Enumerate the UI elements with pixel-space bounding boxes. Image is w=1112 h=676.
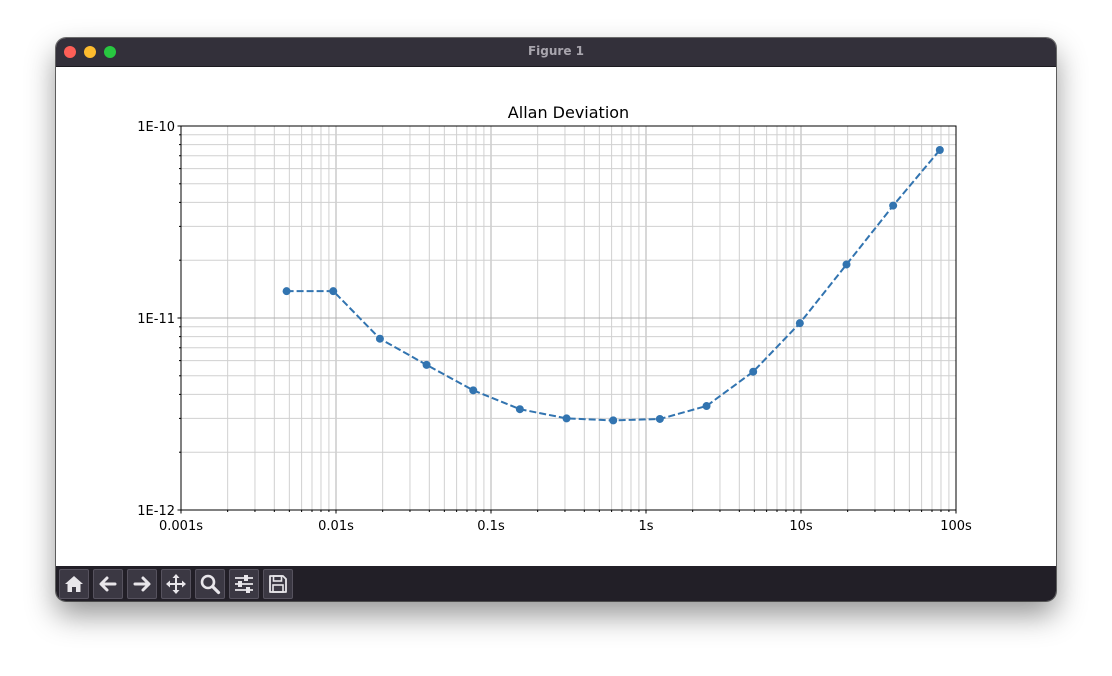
back-button[interactable] [93, 569, 123, 599]
data-point [515, 405, 524, 414]
x-tick-label: 100s [940, 519, 972, 534]
minimize-window-button[interactable] [84, 46, 96, 58]
maximize-window-button[interactable] [104, 46, 116, 58]
series-line [286, 149, 941, 422]
forward-button[interactable] [127, 569, 157, 599]
tick-labels: 0.001s 0.01s 0.1s 1s 10s 100s 1E-12 1E-11 1E-10 [137, 120, 972, 534]
data-point [609, 416, 618, 425]
home-button[interactable] [59, 569, 89, 599]
title-bar: Figure 1 [56, 38, 1056, 67]
data-point [282, 287, 291, 296]
data-point [935, 145, 944, 154]
zoom-icon [200, 574, 221, 595]
y-tick-label: 1E-10 [137, 120, 175, 135]
data-point [422, 360, 431, 369]
data-point [889, 201, 898, 210]
x-tick-label: 10s [789, 519, 813, 534]
forward-icon [133, 576, 151, 592]
x-tick-label: 0.01s [318, 519, 354, 534]
configure-subplots-button[interactable] [229, 569, 259, 599]
home-icon [65, 576, 83, 592]
pan-icon [166, 574, 186, 594]
grid [180, 126, 956, 511]
data-point [375, 334, 384, 343]
data-point [562, 414, 571, 423]
data-point [795, 319, 804, 328]
data-point [469, 386, 478, 395]
axis-ticks [177, 125, 957, 514]
y-tick-label: 1E-12 [137, 504, 175, 519]
chart-title: Allan Deviation [508, 103, 629, 122]
zoom-button[interactable] [195, 569, 225, 599]
data-point [702, 402, 711, 411]
data-point [329, 287, 338, 296]
y-tick-label: 1E-11 [137, 312, 175, 327]
series [282, 145, 944, 425]
allan-deviation-chart: 0.001s 0.01s 0.1s 1s 10s 100s1E-121E-111E-10 … [137, 103, 972, 534]
x-tick-label: 0.1s [477, 519, 505, 534]
configure-subplots-icon [235, 575, 253, 593]
x-tick-label: 1s [638, 519, 653, 534]
back-icon [99, 576, 117, 592]
navigation-toolbar [56, 566, 1056, 601]
save-button[interactable] [263, 569, 293, 599]
data-point [655, 414, 664, 423]
figure-canvas[interactable]: 0.001s 0.01s 0.1s 1s 10s 100s 1E-12 1E-11 1E-10 … [56, 67, 1056, 566]
save-icon [269, 575, 287, 593]
data-point [749, 367, 758, 376]
x-tick-label: 0.001s [159, 519, 203, 534]
data-point [842, 260, 851, 269]
pan-button[interactable] [161, 569, 191, 599]
close-window-button[interactable] [64, 46, 76, 58]
window-title: Figure 1 [527, 44, 585, 58]
figure-window: Figure 1 0.001s 0.01s 0.1s 1s 10s 100s 1E-12 1E… [56, 38, 1056, 601]
